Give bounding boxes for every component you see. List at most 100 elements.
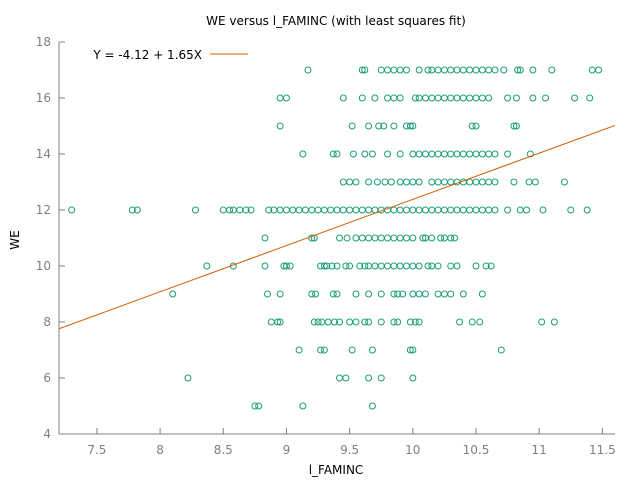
y-tick-label: 8 xyxy=(43,315,51,329)
data-point xyxy=(184,374,192,382)
data-point xyxy=(304,66,312,74)
legend: Y = -4.12 + 1.65X xyxy=(92,48,248,62)
data-point xyxy=(396,66,404,74)
data-point xyxy=(342,374,350,382)
data-point xyxy=(586,94,594,102)
data-point xyxy=(434,206,442,214)
data-point xyxy=(276,122,284,130)
data-point xyxy=(406,346,414,354)
data-point xyxy=(274,318,282,326)
data-point xyxy=(538,318,546,326)
data-point xyxy=(267,318,275,326)
data-point xyxy=(453,262,461,270)
data-point xyxy=(550,318,558,326)
data-point xyxy=(403,262,410,270)
data-point xyxy=(328,262,336,270)
y-tick-label: 18 xyxy=(36,35,51,49)
data-point xyxy=(504,94,512,102)
data-point xyxy=(403,206,410,214)
data-point xyxy=(571,94,579,102)
data-point xyxy=(365,374,373,382)
data-point xyxy=(466,206,474,214)
data-point xyxy=(308,290,316,298)
data-point xyxy=(466,178,474,186)
data-point xyxy=(529,66,537,74)
data-point xyxy=(323,262,331,270)
data-point xyxy=(352,178,360,186)
data-point xyxy=(390,94,398,102)
data-point xyxy=(485,178,493,186)
data-point xyxy=(312,290,320,298)
data-point xyxy=(588,66,596,74)
data-point xyxy=(434,150,442,158)
y-tick-label: 12 xyxy=(36,203,51,217)
data-point xyxy=(428,178,436,186)
data-point xyxy=(396,178,404,186)
data-point xyxy=(440,66,448,74)
data-point xyxy=(390,122,398,130)
data-point xyxy=(310,318,318,326)
data-point xyxy=(276,290,284,298)
data-point xyxy=(352,318,360,326)
data-point xyxy=(478,94,486,102)
data-point xyxy=(261,262,269,270)
data-point xyxy=(478,206,486,214)
data-point xyxy=(440,234,448,242)
data-point xyxy=(485,94,493,102)
data-point xyxy=(219,206,227,214)
data-point xyxy=(299,402,307,410)
data-point xyxy=(409,346,417,354)
data-point xyxy=(329,150,337,158)
data-point xyxy=(361,66,369,74)
data-point xyxy=(276,318,284,326)
data-point xyxy=(478,178,486,186)
data-point xyxy=(242,206,250,214)
data-point xyxy=(440,150,448,158)
data-point xyxy=(447,262,455,270)
data-point xyxy=(491,66,499,74)
data-point xyxy=(361,150,369,158)
x-axis-label: l_FAMINC xyxy=(309,463,364,477)
data-point xyxy=(415,66,423,74)
data-point xyxy=(282,94,290,102)
data-point xyxy=(320,262,328,270)
data-point xyxy=(516,206,524,214)
data-point xyxy=(468,318,476,326)
data-point xyxy=(276,94,284,102)
data-point xyxy=(203,262,211,270)
y-tick-label: 4 xyxy=(43,427,51,441)
data-point xyxy=(191,206,199,214)
data-point xyxy=(358,94,366,102)
plot-frame xyxy=(58,42,615,435)
data-point xyxy=(539,206,547,214)
data-point xyxy=(434,290,442,298)
data-point xyxy=(466,66,474,74)
data-point xyxy=(342,262,350,270)
data-point xyxy=(542,94,549,102)
data-point xyxy=(526,150,534,158)
data-point xyxy=(419,234,427,242)
data-point xyxy=(409,374,417,382)
data-point xyxy=(440,290,448,298)
data-point xyxy=(289,206,297,214)
data-point xyxy=(428,94,436,102)
data-point xyxy=(504,150,512,158)
data-point xyxy=(415,178,423,186)
data-point xyxy=(358,234,366,242)
data-point xyxy=(409,206,417,214)
data-point xyxy=(381,178,389,186)
data-point xyxy=(406,122,414,130)
data-point xyxy=(421,94,429,102)
y-tick-label: 14 xyxy=(36,147,51,161)
data-point xyxy=(377,374,385,382)
data-point xyxy=(339,178,347,186)
data-point xyxy=(415,206,423,214)
data-point xyxy=(396,150,404,158)
x-tick-label: 7.5 xyxy=(87,443,106,457)
data-point xyxy=(409,122,417,130)
data-point xyxy=(453,66,461,74)
x-tick-label: 11.5 xyxy=(589,443,616,457)
data-point xyxy=(308,206,316,214)
data-point xyxy=(384,150,392,158)
